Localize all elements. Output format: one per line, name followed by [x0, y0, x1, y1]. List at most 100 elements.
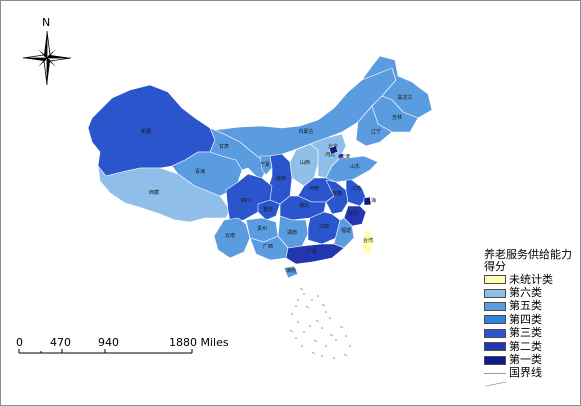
legend-item-border: 国界线	[484, 367, 580, 380]
island-mark	[333, 357, 335, 359]
province-label: 广东	[307, 248, 317, 255]
province-label: 江苏	[351, 185, 361, 192]
province-label: 台湾	[363, 237, 373, 244]
legend-item: 第二类	[484, 340, 580, 353]
province-region	[361, 55, 433, 119]
island-mark	[297, 299, 299, 301]
scale-tick-label: 470	[50, 336, 71, 349]
province-label: 新疆	[141, 128, 151, 135]
province-region	[328, 145, 339, 155]
north-label: N	[42, 16, 51, 29]
island-mark	[315, 319, 320, 323]
island-mark	[289, 329, 294, 333]
south-china-sea-islands	[289, 287, 351, 359]
legend-item: 未统计类	[484, 273, 580, 286]
island-mark	[339, 325, 344, 329]
province-region	[355, 105, 393, 147]
province-region	[283, 265, 299, 279]
island-mark	[295, 337, 297, 339]
province-label: 山东	[350, 163, 360, 170]
province-label: 福建	[341, 227, 351, 234]
scale-bar: 0 470 940 1880 Miles	[16, 336, 316, 360]
province-label: 湖北	[299, 202, 309, 209]
legend-item: 第四类	[484, 313, 580, 326]
island-mark	[329, 333, 334, 337]
island-mark	[345, 335, 347, 337]
province-label: 内蒙古	[298, 128, 313, 135]
island-mark	[295, 305, 297, 307]
legend-label: 国界线	[509, 366, 542, 380]
province-region	[363, 196, 372, 206]
province-label: 青海	[195, 168, 205, 175]
scale-end-label: 1880 Miles	[169, 336, 229, 349]
province-label: 天津	[340, 153, 350, 160]
province-label: 北京	[328, 143, 338, 150]
province-label: 西藏	[149, 189, 159, 196]
province-label: 甘肃	[219, 143, 229, 150]
island-mark	[309, 325, 311, 327]
province-label: 安徽	[332, 190, 342, 197]
province-label: 湖南	[287, 229, 297, 236]
province-region	[259, 155, 273, 176]
island-mark	[303, 331, 305, 333]
legend: 养老服务供给能力得分 未统计类 第六类 第五类 第四类 第三类 第二类 第一类 国界线	[484, 249, 580, 380]
legend-swatch	[484, 342, 506, 352]
province-label: 江西	[319, 223, 329, 230]
legend-label: 第六类	[509, 286, 542, 300]
island-mark	[321, 355, 323, 357]
island-mark	[329, 317, 331, 319]
province-label: 云南	[225, 232, 235, 239]
province-label: 河南	[309, 185, 319, 192]
legend-swatch	[484, 301, 506, 311]
province-label: 四川	[241, 198, 251, 204]
province-label: 上海	[366, 197, 376, 204]
legend-title: 养老服务供给能力得分	[484, 248, 572, 273]
island-mark	[321, 303, 326, 307]
province-region	[97, 165, 231, 223]
province-label: 贵州	[257, 225, 267, 232]
compass-rose-icon	[22, 30, 72, 86]
island-mark	[299, 287, 304, 291]
province-label: 广西	[263, 243, 273, 250]
scale-tick-label: 0	[16, 336, 23, 349]
legend-label: 第二类	[509, 339, 542, 353]
legend-label: 第五类	[509, 299, 542, 313]
scale-bar-line	[18, 349, 193, 354]
island-mark	[325, 345, 327, 347]
island-mark	[311, 351, 316, 355]
province-region	[345, 179, 367, 207]
province-region	[213, 217, 251, 259]
legend-border-line	[484, 372, 506, 374]
province-region	[285, 243, 345, 265]
legend-label: 第四类	[509, 312, 542, 326]
scale-tick-label: 940	[98, 336, 119, 349]
province-label: 吉林	[392, 114, 402, 121]
legend-item: 第六类	[484, 286, 580, 299]
legend-swatch	[484, 288, 506, 298]
province-label: 重庆	[263, 206, 273, 213]
province-label: 浙江	[348, 210, 358, 217]
legend-label: 未统计类	[509, 272, 553, 286]
province-label: 宁夏	[260, 161, 270, 168]
island-mark	[349, 345, 351, 347]
island-mark	[311, 299, 313, 301]
island-mark	[321, 327, 323, 329]
island-mark	[305, 305, 310, 309]
province-label: 陕西	[276, 175, 286, 182]
legend-item: 第一类	[484, 353, 580, 366]
island-mark	[291, 313, 293, 315]
north-arrow: N	[20, 14, 74, 88]
legend-label: 第一类	[509, 353, 542, 367]
island-mark	[303, 293, 305, 295]
island-mark	[297, 321, 299, 323]
province-label: 辽宁	[371, 128, 381, 135]
legend-item: 第三类	[484, 327, 580, 340]
province-region	[325, 179, 349, 215]
island-mark	[301, 345, 303, 347]
legend-swatch	[484, 315, 506, 325]
province-region	[361, 229, 375, 257]
legend-swatch	[484, 275, 506, 285]
island-mark	[325, 311, 327, 313]
legend-label: 第三类	[509, 326, 542, 340]
island-mark	[335, 339, 337, 341]
